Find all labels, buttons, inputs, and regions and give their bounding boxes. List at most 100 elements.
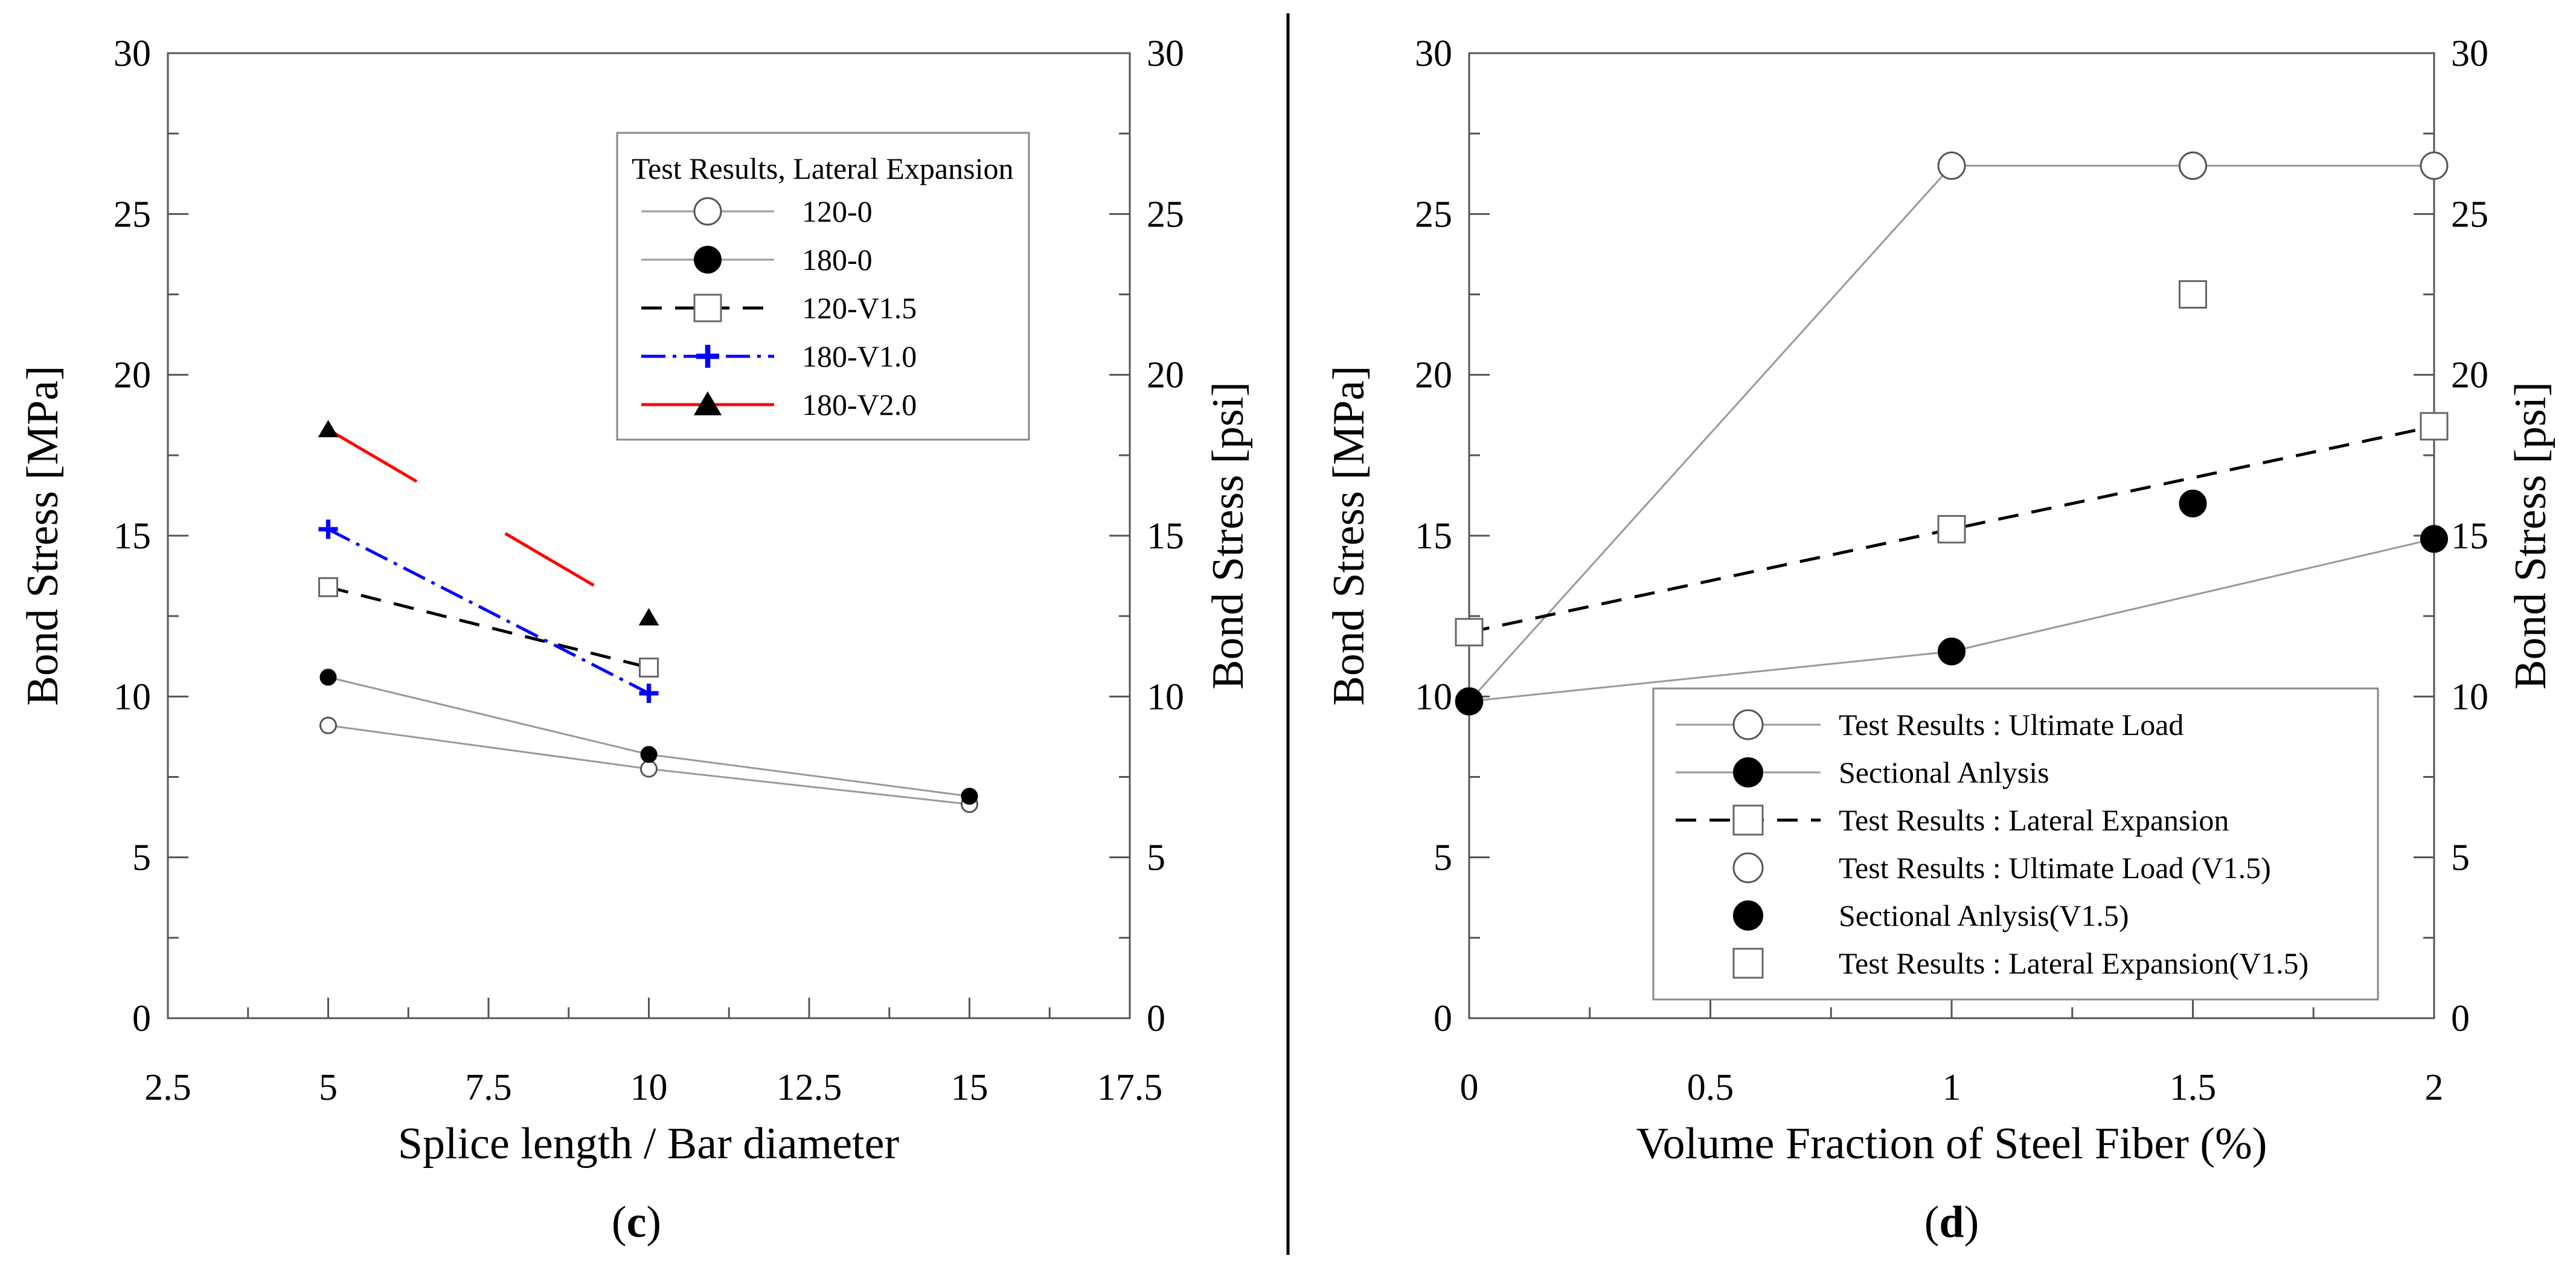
- panel-label-c-close: ): [646, 1198, 661, 1247]
- y-tick-label-left: 30: [114, 33, 151, 74]
- legend-label: Test Results : Ultimate Load: [1839, 708, 2184, 742]
- y-tick-label-left: 30: [1415, 33, 1452, 74]
- panel-label-c-letter: c: [627, 1198, 647, 1247]
- y-axis-title-right-c: Bond Stress [psi]: [1203, 382, 1253, 690]
- panel-label-c-open: (: [612, 1198, 627, 1247]
- data-point: [2179, 280, 2207, 309]
- legend-item: 180-V1.0: [641, 339, 917, 373]
- x-tick-label: 5: [319, 1067, 338, 1108]
- data-point: [319, 669, 337, 686]
- legend-marker: [693, 293, 722, 322]
- series-test-results-ultimate-load-v1-5-: [2179, 151, 2207, 180]
- legend-label: Test Results : Ultimate Load (V1.5): [1839, 851, 2271, 885]
- y-axis-title-left-d: Bond Stress [MPa]: [1324, 365, 1374, 705]
- y-tick-label-right: 15: [1147, 516, 1184, 557]
- x-tick-label: 2: [2425, 1067, 2444, 1108]
- x-axis-title-d: Volume Fraction of Steel Fiber (%): [1636, 1119, 2267, 1169]
- y-tick-label-right: 0: [2451, 998, 2470, 1039]
- legend-label: Test Results : Lateral Expansion: [1839, 803, 2229, 837]
- legend-item: 120-V1.5: [641, 291, 917, 325]
- data-point: [318, 420, 339, 438]
- y-tick-label-right: 0: [1147, 998, 1165, 1039]
- series-test-results-lateral-expansion-v1-5-: [2179, 280, 2207, 309]
- legend-marker: [693, 391, 722, 415]
- legend-title-c: Test Results, Lateral Expansion: [632, 152, 1013, 185]
- series-line: [327, 428, 650, 619]
- x-tick-label: 15: [951, 1067, 988, 1108]
- series-120-0: [319, 716, 978, 813]
- data-point: [2420, 525, 2448, 553]
- x-tick-label: 0.5: [1687, 1067, 1734, 1108]
- data-point: [1455, 687, 1483, 716]
- series-180-v2-0: [318, 420, 659, 626]
- legend-marker: [693, 197, 722, 226]
- y-tick-label-right: 5: [1147, 838, 1165, 879]
- data-point: [640, 760, 658, 778]
- legend-label: 180-V1.0: [802, 339, 917, 373]
- legend-marker: [1732, 709, 1764, 740]
- y-tick-label-left: 0: [132, 998, 151, 1039]
- legend-label: 180-V2.0: [802, 388, 917, 422]
- data-point: [1455, 618, 1484, 647]
- legend-item: 180-V2.0: [641, 388, 917, 422]
- y-tick-label-left: 20: [114, 355, 151, 396]
- y-tick-label-right: 10: [1147, 676, 1184, 717]
- data-point: [2420, 412, 2449, 441]
- y-tick-label-right: 20: [2451, 355, 2488, 396]
- y-tick-label-left: 5: [1434, 838, 1452, 879]
- data-point: [639, 684, 659, 704]
- legend-item: Test Results : Lateral Expansion: [1676, 803, 2229, 837]
- panel-label-d: (d): [1924, 1198, 1979, 1247]
- legend-item: Test Results : Lateral Expansion(V1.5): [1732, 946, 2308, 980]
- legend-box-d: [1652, 687, 2379, 1001]
- y-tick-label-left: 5: [132, 838, 151, 879]
- series-sectional-anlysis: [1455, 525, 2448, 716]
- y-tick-label-left: 25: [114, 194, 151, 235]
- panel-label-c: (c): [612, 1198, 661, 1247]
- x-tick-label: 1.5: [2170, 1067, 2217, 1108]
- data-point: [318, 577, 338, 597]
- legend-marker: [1732, 948, 1764, 979]
- legend-marker: [1733, 900, 1763, 931]
- legend-item: Sectional Anlysis: [1676, 755, 2049, 789]
- y-tick-label-left: 15: [1415, 516, 1452, 557]
- legend-item: 120-0: [641, 194, 873, 228]
- legend-c: Test Results, Lateral Expansion 120-0 180…: [616, 132, 1030, 441]
- x-tick-label: 17.5: [1097, 1067, 1163, 1108]
- x-tick-label: 0: [1460, 1067, 1479, 1108]
- x-tick-label: 10: [630, 1067, 668, 1108]
- legend-d: Test Results : Ultimate Load Sectional An…: [1652, 687, 2379, 1001]
- y-tick-label-right: 25: [2451, 194, 2488, 235]
- data-point: [1937, 515, 1966, 544]
- series-line: [327, 528, 650, 695]
- legend-box-c: [616, 132, 1030, 441]
- legend-marker: [1732, 804, 1764, 836]
- data-point: [961, 787, 978, 805]
- y-tick-label-left: 25: [1415, 194, 1452, 235]
- legend-label: Sectional Anlysis: [1839, 755, 2049, 789]
- data-point: [318, 519, 338, 539]
- legend-item: Test Results : Ultimate Load (V1.5): [1732, 851, 2271, 885]
- data-point: [2179, 489, 2207, 518]
- x-tick-label: 1: [1943, 1067, 1961, 1108]
- y-tick-label-right: 20: [1147, 355, 1184, 396]
- x-axis-title-c: Splice length / Bar diameter: [398, 1119, 899, 1169]
- legend-label: 180-0: [802, 243, 873, 277]
- legend-item: 180-0: [641, 243, 873, 277]
- panel-label-d-open: (: [1924, 1198, 1940, 1247]
- legend-label: 120-0: [802, 194, 873, 228]
- legend-marker: [694, 246, 722, 274]
- series-180-0: [319, 669, 978, 805]
- chart-c: 0 0 5 5 10 10 15 15 20 20 25 25 30 30 2.5 5 7.5 10 12.5 15 1…: [18, 33, 1253, 1247]
- data-point: [639, 657, 659, 678]
- y-tick-label-left: 20: [1415, 355, 1452, 396]
- y-tick-label-right: 5: [2451, 838, 2470, 879]
- series-line: [327, 585, 650, 669]
- series-test-results-lateral-expansion: [1455, 412, 2449, 647]
- legend-marker: [1733, 757, 1763, 787]
- data-point: [1938, 637, 1966, 666]
- data-point: [638, 608, 659, 626]
- data-point: [640, 746, 658, 763]
- legend-marker: [696, 345, 719, 368]
